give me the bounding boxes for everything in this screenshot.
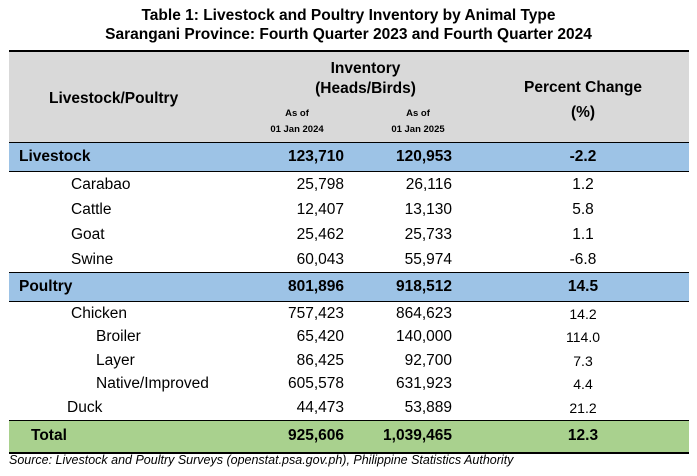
header-col-2024-line1: As of: [285, 108, 309, 119]
row-value-2025: 26,116: [405, 175, 452, 193]
row-value-2024: 123,710: [254, 142, 354, 172]
row-label: Chicken: [71, 304, 127, 322]
row-value-2025: 864,623: [395, 304, 452, 322]
table-row: Layer 86,425 92,700 7.3: [9, 349, 689, 373]
row-percent-change: 114.0: [566, 329, 600, 346]
row-percent-change: -6.8: [569, 250, 597, 268]
row-value-2024: 605,578: [287, 375, 344, 393]
table-row-poultry: Poultry 801,896 918,512 14.5: [9, 272, 689, 302]
table-row: Chicken 757,423 864,623 14.2: [9, 302, 689, 326]
row-value-2025: 53,889: [404, 398, 452, 416]
row-value-2024: 25,798: [296, 175, 344, 193]
table-title: Table 1: Livestock and Poultry Inventory…: [141, 7, 556, 24]
row-value-2024: 757,423: [287, 304, 344, 322]
row-label: Duck: [67, 398, 103, 416]
row-value-2025: 13,130: [404, 200, 452, 218]
row-percent-change: 1.2: [572, 175, 594, 193]
table-row: Broiler 65,420 140,000 114.0: [9, 326, 689, 350]
table-header-row: Livestock/Poultry Inventory (Heads/Birds…: [9, 50, 689, 143]
header-col-2024-line2: 01 Jan 2024: [270, 124, 324, 135]
table-row: Native/Improved 605,578 631,923 4.4: [9, 373, 689, 397]
source-note: Source: Livestock and Poultry Surveys (o…: [9, 453, 514, 467]
row-percent-change: 7.3: [573, 352, 593, 369]
row-value-2024: 12,407: [296, 200, 344, 218]
row-label: Goat: [71, 225, 105, 243]
row-label: Native/Improved: [96, 375, 209, 393]
row-percent-change: 14.2: [569, 305, 597, 322]
table-row: Goat 25,462 25,733 1.1: [9, 222, 689, 247]
table-row-total: Total 925,606 1,039,465 12.3: [9, 419, 689, 454]
row-label: Cattle: [71, 200, 112, 218]
header-percent-unit: (%): [570, 104, 596, 121]
header-inventory-unit: (Heads/Birds): [315, 80, 416, 97]
row-value-2025: 631,923: [395, 375, 452, 393]
row-value-2025: 120,953: [354, 142, 477, 172]
table-subtitle: Sarangani Province: Fourth Quarter 2023 …: [105, 26, 592, 43]
row-label: Swine: [71, 250, 114, 268]
header-cell: Livestock/Poultry Inventory (Heads/Birds…: [9, 52, 689, 142]
row-percent-change: 14.5: [477, 272, 689, 302]
row-label: Layer: [96, 351, 135, 369]
row-value-2025: 140,000: [395, 328, 452, 346]
header-inventory: Inventory: [330, 60, 401, 77]
row-percent-change: -2.2: [477, 142, 689, 172]
row-label: Poultry: [9, 272, 254, 302]
row-percent-change: 4.4: [573, 376, 593, 393]
row-label: Total: [9, 419, 254, 454]
row-percent-change: 5.8: [572, 200, 594, 218]
table-row: Swine 60,043 55,974 -6.8: [9, 247, 689, 273]
row-value-2024: 25,462: [296, 225, 344, 243]
inventory-table: Livestock/Poultry Inventory (Heads/Birds…: [9, 50, 689, 454]
row-value-2024: 925,606: [254, 419, 354, 454]
row-value-2024: 86,425: [296, 351, 344, 369]
row-percent-change: 1.1: [572, 225, 594, 243]
row-percent-change: 12.3: [477, 419, 689, 454]
row-value-2024: 44,473: [296, 398, 344, 416]
header-livestock-poultry: Livestock/Poultry: [49, 90, 179, 107]
row-value-2024: 60,043: [296, 250, 344, 268]
row-value-2024: 65,420: [296, 328, 344, 346]
row-value-2025: 918,512: [354, 272, 477, 302]
row-label: Livestock: [9, 142, 254, 172]
row-value-2024: 801,896: [254, 272, 354, 302]
header-percent-change: Percent Change: [523, 79, 642, 96]
table-row: Carabao 25,798 26,116 1.2: [9, 172, 689, 198]
row-percent-change: 21.2: [569, 399, 597, 416]
row-label: Broiler: [96, 328, 141, 346]
table-row-livestock: Livestock 123,710 120,953 -2.2: [9, 142, 689, 172]
table-row: Duck 44,473 53,889 21.2: [9, 396, 689, 420]
header-col-2025-line1: As of: [406, 108, 430, 119]
row-value-2025: 55,974: [404, 250, 452, 268]
row-value-2025: 25,733: [404, 225, 452, 243]
row-value-2025: 92,700: [404, 351, 452, 369]
row-value-2025: 1,039,465: [354, 419, 477, 454]
table-row: Cattle 12,407 13,130 5.8: [9, 197, 689, 222]
row-label: Carabao: [71, 175, 131, 193]
header-col-2025-line2: 01 Jan 2025: [391, 124, 445, 135]
